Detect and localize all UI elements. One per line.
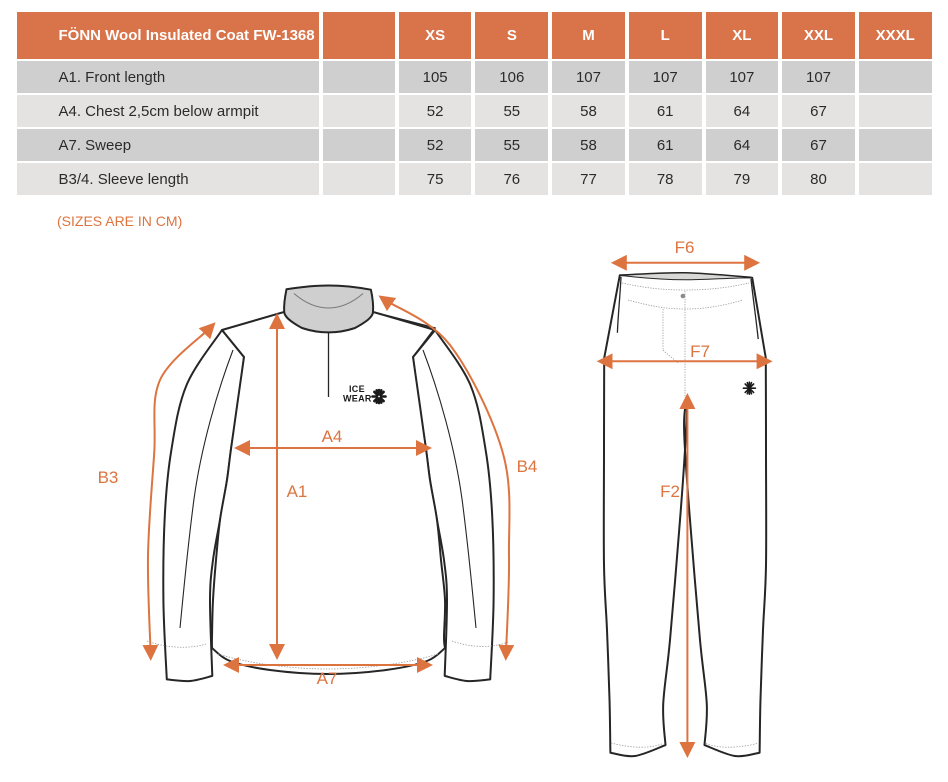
svg-text:B4: B4 bbox=[517, 457, 538, 476]
svg-text:A4: A4 bbox=[322, 427, 343, 446]
svg-text:ICE: ICE bbox=[349, 384, 365, 394]
svg-text:B3: B3 bbox=[98, 468, 119, 487]
svg-text:A7: A7 bbox=[317, 669, 338, 688]
svg-text:F6: F6 bbox=[675, 238, 695, 257]
svg-text:A1: A1 bbox=[287, 482, 308, 501]
svg-text:F7: F7 bbox=[690, 342, 710, 361]
svg-text:F2: F2 bbox=[660, 482, 680, 501]
svg-text:WEAR: WEAR bbox=[343, 394, 372, 404]
